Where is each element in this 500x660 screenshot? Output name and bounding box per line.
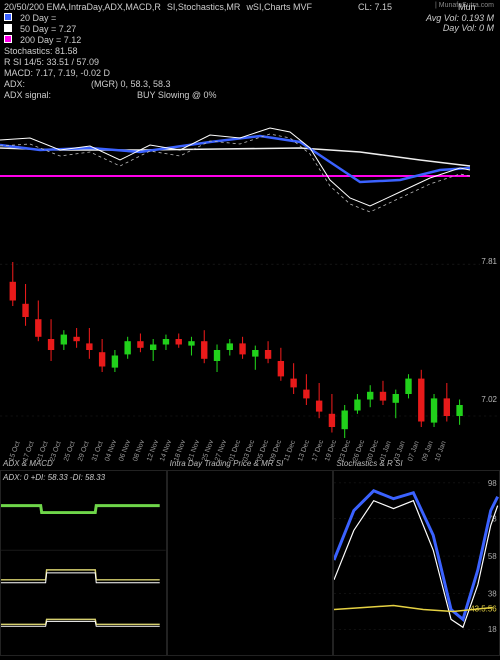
svg-text:43.5.56: 43.5.56 [471,604,498,613]
adx-values: ADX: 0 +DI: 58.33 -DI: 58.33 [3,473,105,482]
intraday-panel[interactable]: Intra Day Trading Price & MR SI [167,470,334,656]
stochastics-panel[interactable]: Stochastics & R SI 987858381843.5.56 [333,470,500,656]
buy-signal: BUY Slowing @ 0% [137,90,217,100]
ema20-swatch [4,13,12,21]
ema50-swatch [4,24,12,32]
ema20-label: 20 Day = [20,13,56,23]
stochastics-title: Stochastics & R SI [336,459,402,468]
title-part-2: SI,Stochastics,MR [167,2,241,12]
macd-label: MACD: 7.17, 7.19, -0.02 D [4,68,110,78]
price-panel[interactable]: 7.81 7.02 [0,240,500,460]
cl-value: CL: 7.15 [358,2,392,12]
adx-mgr: (MGR) 0, 58.3, 58.3 [91,79,171,89]
price-axis-label: 7.02 [480,395,498,404]
svg-text:38: 38 [488,590,497,599]
adx-macd-title: ADX & MACD [3,459,53,468]
bottom-panels: ADX & MACD ADX: 0 +DI: 58.33 -DI: 58.33 … [0,470,500,656]
svg-text:98: 98 [488,479,497,488]
ema-panel[interactable] [0,90,500,220]
header: 20/50/200 EMA,IntraDay,ADX,MACD,R SI,Sto… [4,2,496,101]
ema200-swatch [4,35,12,43]
stochastics-label: Stochastics: 81.58 [4,46,78,56]
title-part-1: 20/50/200 EMA,IntraDay,ADX,MACD,R [4,2,161,12]
title-mun: Mun [458,2,476,12]
price-axis-label: 7.81 [480,257,498,266]
adx-macd-panel[interactable]: ADX & MACD ADX: 0 +DI: 58.33 -DI: 58.33 [0,470,167,656]
intraday-title: Intra Day Trading Price & MR SI [170,459,284,468]
ema200-label: 200 Day = 7.12 [20,35,81,45]
ema50-label: 50 Day = 7.27 [20,24,76,34]
title-part-3: wSI,Charts MVF [246,2,312,12]
adx-signal-label: ADX signal: [4,90,51,100]
rsi-label: R SI 14/5: 33.51 / 57.09 [4,57,99,67]
svg-text:18: 18 [488,625,497,634]
adx-label: ADX: [4,79,25,89]
svg-text:58: 58 [488,552,497,561]
